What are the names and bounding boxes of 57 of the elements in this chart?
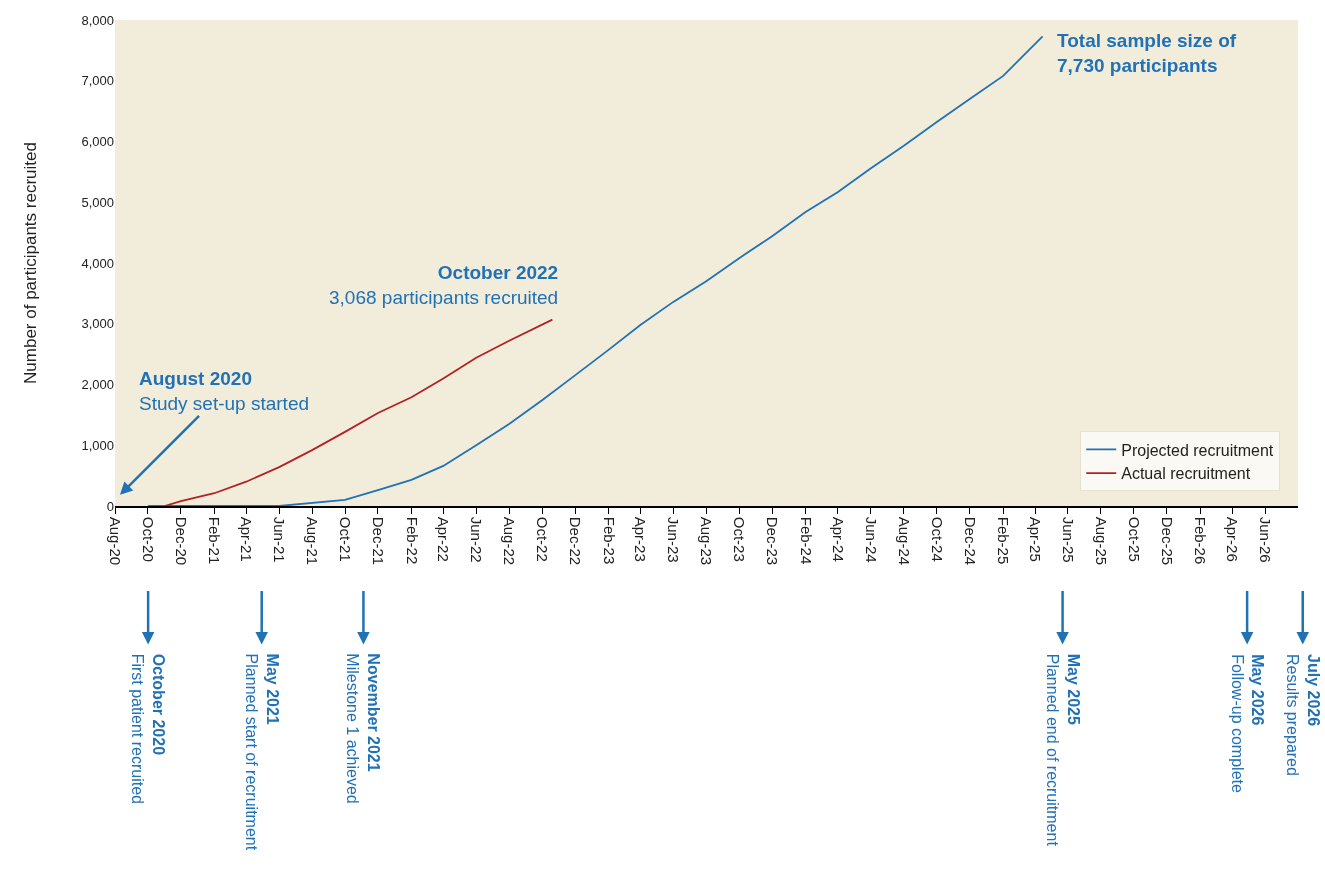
x-tick-label: Oct-24 [928,516,946,562]
x-tick-label: Apr-26 [1224,516,1242,562]
y-tick-label: 7,000 [81,73,114,89]
x-tick-label: Feb-26 [1192,516,1210,565]
annotation: October 2022 3,068 participants recruited [329,262,559,308]
annotation: Total sample size of 7,730 participants [1057,30,1237,76]
x-tick-label: Dec-21 [370,516,388,566]
y-tick-label: 4,000 [81,255,114,271]
x-tick-label: Apr-21 [238,516,256,562]
x-tick-label: Apr-23 [632,516,650,562]
x-tick-label: Oct-22 [534,516,552,562]
x-tick-label: Apr-24 [830,516,848,562]
x-tick-label: Jun-22 [468,516,486,563]
x-tick-label: Aug-21 [304,516,322,566]
y-tick-label: 1,000 [81,437,114,453]
x-tick-label: Aug-23 [698,516,716,566]
x-tick-label: Jun-21 [271,516,289,563]
x-tick-label: Jun-23 [665,516,683,563]
text: May 2026 Follow-up complete [1228,654,1267,793]
x-tick-label: Dec-23 [764,516,782,566]
legend-label: Projected recruitment [1121,441,1274,459]
x-tick-label: Aug-25 [1093,516,1111,566]
x-tick-label: Aug-22 [501,516,519,566]
x-tick-label: Dec-24 [961,516,979,566]
text: July 2026 Results prepared [1283,654,1322,776]
x-tick-label: Feb-23 [600,516,618,565]
x-tick-label: Aug-20 [107,516,125,566]
annotation: August 2020 Study set-up started [139,368,310,414]
x-tick-label: Oct-25 [1125,516,1143,562]
y-tick-label: 3,000 [81,316,114,332]
text: November 2021 Milestone 1 achieved [344,653,383,804]
x-tick-label: Jun-24 [863,516,881,563]
y-tick-label: 8,000 [81,12,114,28]
legend-label: Actual recruitment [1121,465,1251,483]
text: October 2020 First patient recruited [129,653,167,804]
x-tick-label: Dec-20 [172,516,190,566]
y-tick-label: 0 [106,498,114,514]
x-tick-label: Feb-21 [206,516,224,565]
text: May 2025 Planned end of recruitment [1044,653,1082,847]
x-tick-label: Aug-24 [895,516,913,566]
text: May 2021 Planned start of recruitment [243,653,281,851]
x-tick-label: Oct-20 [140,516,158,562]
x-tick-label: Apr-25 [1027,516,1045,562]
y-axis-title: Number of participants recruited [21,142,40,384]
y-tick-label: 5,000 [81,194,114,210]
x-tick-label: Feb-24 [797,516,815,565]
x-tick-label: Dec-25 [1158,516,1176,566]
x-tick-label: Apr-22 [435,516,453,562]
y-tick-label: 6,000 [81,134,114,150]
y-tick-label: 2,000 [81,377,114,393]
x-tick-label: Oct-21 [337,516,355,562]
x-tick-label: Oct-23 [731,516,749,562]
x-tick-label: Jun-25 [1060,516,1078,563]
x-tick-label: Dec-22 [567,516,585,566]
x-tick-label: Jun-26 [1257,516,1275,563]
x-tick-label: Feb-22 [403,516,421,565]
x-tick-label: Feb-25 [995,516,1013,565]
